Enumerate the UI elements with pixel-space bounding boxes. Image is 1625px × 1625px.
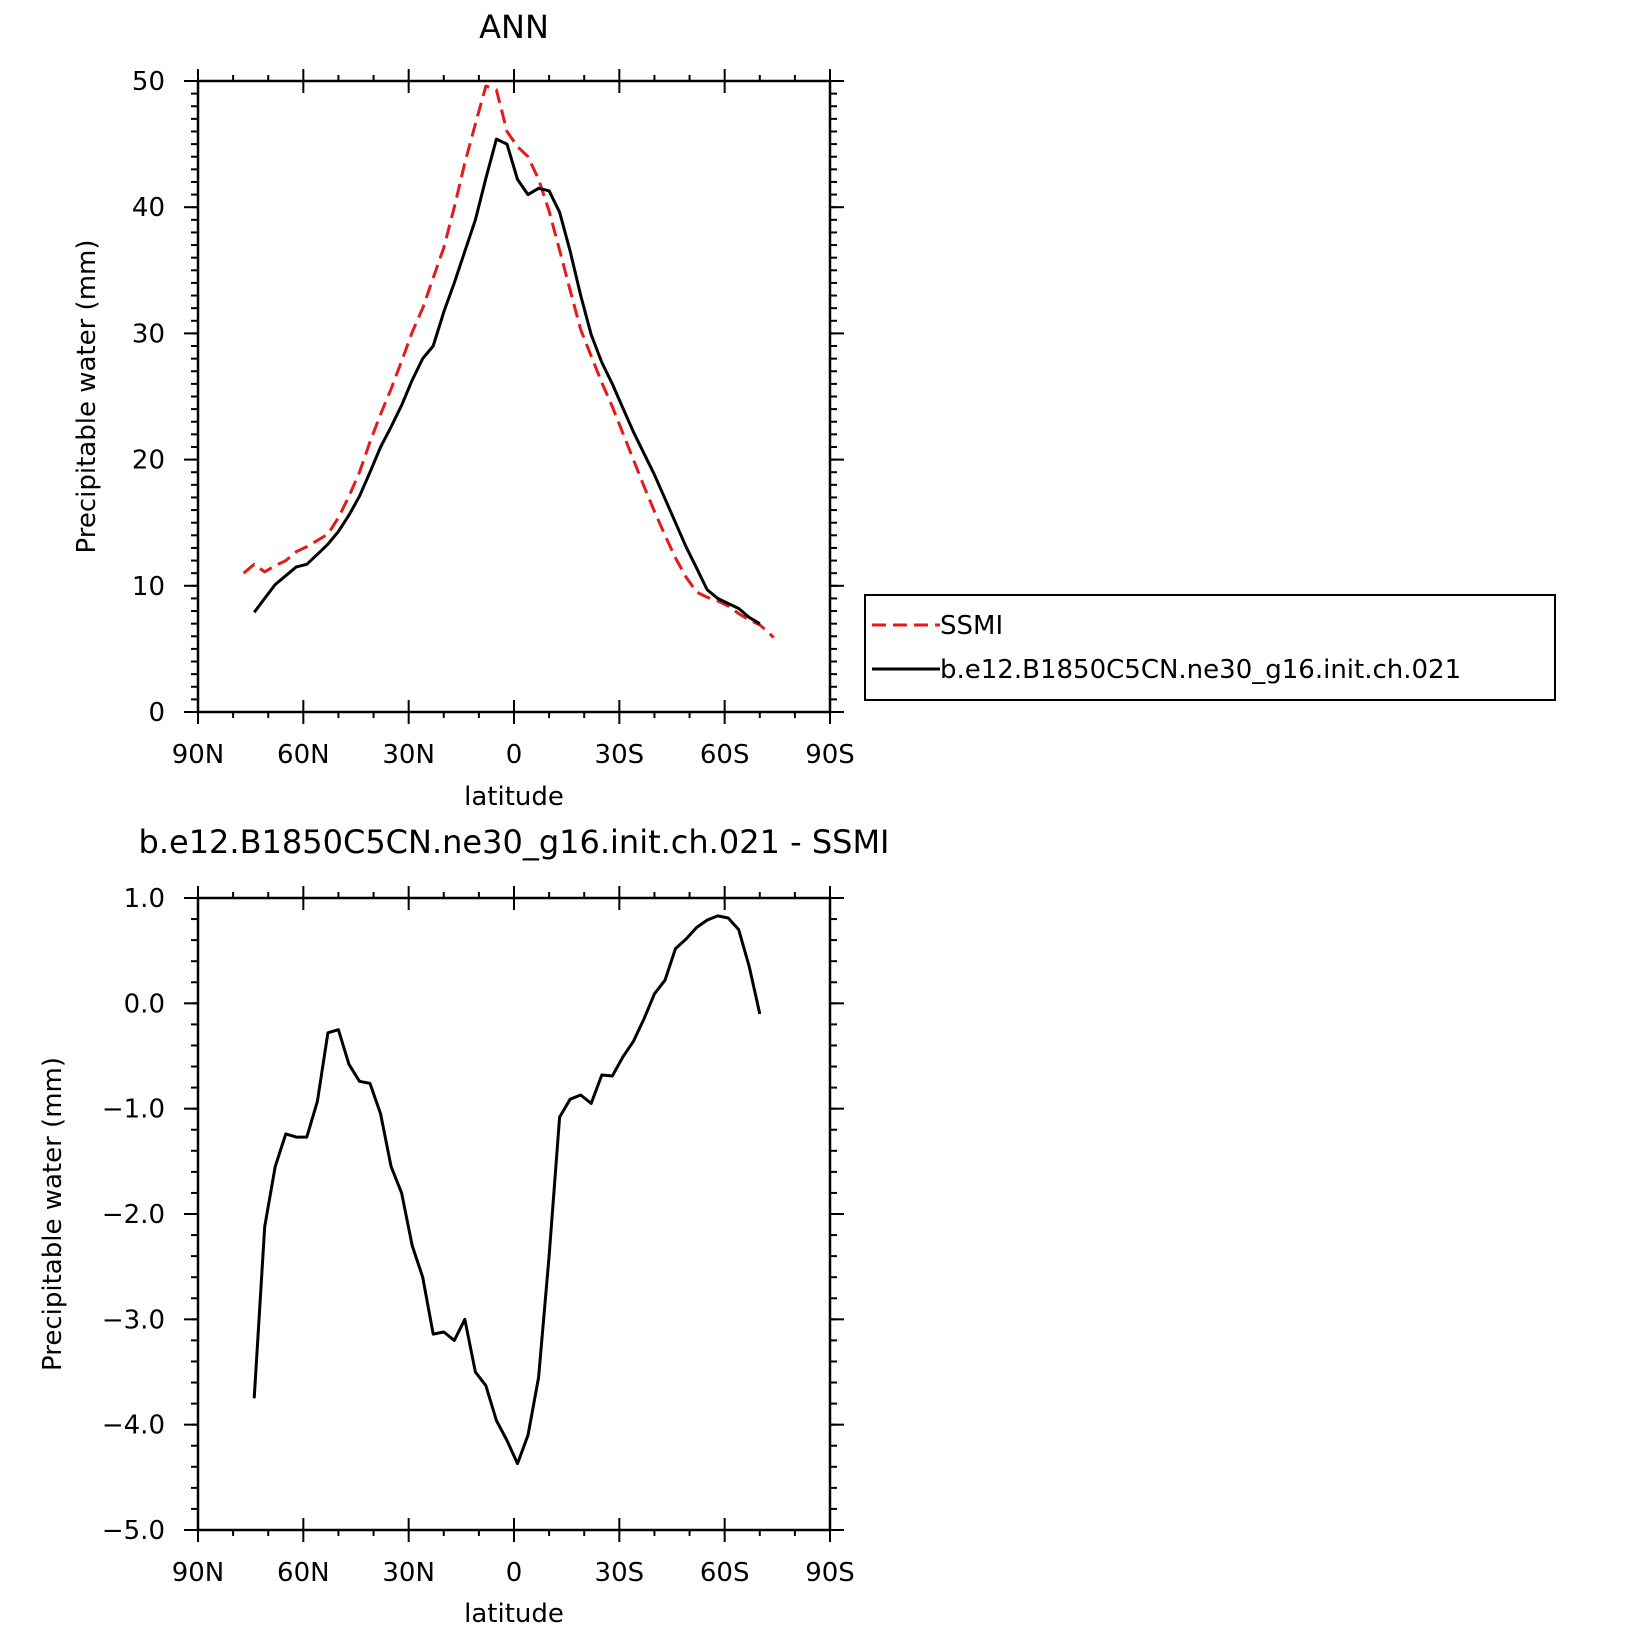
y-tick-label: 1.0: [124, 884, 165, 914]
y-tick-label: 50: [132, 67, 165, 97]
x-tick-label: 30S: [595, 740, 645, 770]
x-tick-label: 90N: [172, 740, 225, 770]
y-tick-label: −5.0: [102, 1516, 165, 1546]
series-line-0: [252, 914, 762, 1466]
x-tick-label: 30N: [382, 1558, 435, 1588]
chart-title: b.e12.B1850C5CN.ne30_g16.init.ch.021 - S…: [139, 823, 890, 861]
x-axis-title: latitude: [464, 782, 564, 812]
legend: SSMI b.e12.B1850C5CN.ne30_g16.init.ch.021: [864, 594, 1556, 701]
legend-label-0: SSMI: [940, 611, 1003, 641]
y-tick-label: 20: [132, 446, 165, 476]
y-tick-label: 0.0: [124, 989, 165, 1019]
series-line-1: [253, 137, 761, 625]
panel-annual-mean: ANN 90N 60N 30N 0 30S 60S 90S 0 10 20 30 40 50 latitud…: [72, 8, 855, 812]
series-line-0: [242, 84, 775, 639]
y-tick-label: −3.0: [102, 1305, 165, 1335]
x-tick-label: 60N: [277, 1558, 330, 1588]
x-tick-label: 60S: [700, 1558, 750, 1588]
x-tick-label: 0: [506, 740, 523, 770]
x-tick-label: 90N: [172, 1558, 225, 1588]
y-axis-title: Precipitable water (mm): [72, 240, 102, 554]
y-tick-label: −4.0: [102, 1411, 165, 1441]
plot-frame: [196, 896, 832, 1532]
x-tick-label: 30N: [382, 740, 435, 770]
y-axis-title: Precipitable water (mm): [38, 1057, 68, 1371]
y-tick-label: 40: [132, 193, 165, 223]
panel-difference: b.e12.B1850C5CN.ne30_g16.init.ch.021 - S…: [38, 823, 889, 1625]
chart-title: ANN: [479, 8, 549, 46]
y-tick-label: 10: [132, 572, 165, 602]
y-tick-label: 0: [148, 698, 165, 728]
y-tick-label: 30: [132, 319, 165, 349]
legend-box: [864, 594, 1556, 701]
x-tick-label: 90S: [805, 740, 855, 770]
x-tick-label: 60N: [277, 740, 330, 770]
x-tick-label: 60S: [700, 740, 750, 770]
x-tick-label: 0: [506, 1558, 523, 1588]
y-tick-label: −2.0: [102, 1200, 165, 1230]
x-tick-label: 90S: [805, 1558, 855, 1588]
plot-frame: [196, 79, 832, 714]
x-axis-title: latitude: [464, 1599, 564, 1625]
legend-label-1: b.e12.B1850C5CN.ne30_g16.init.ch.021: [940, 655, 1461, 685]
x-tick-label: 30S: [595, 1558, 645, 1588]
y-tick-label: −1.0: [102, 1095, 165, 1125]
